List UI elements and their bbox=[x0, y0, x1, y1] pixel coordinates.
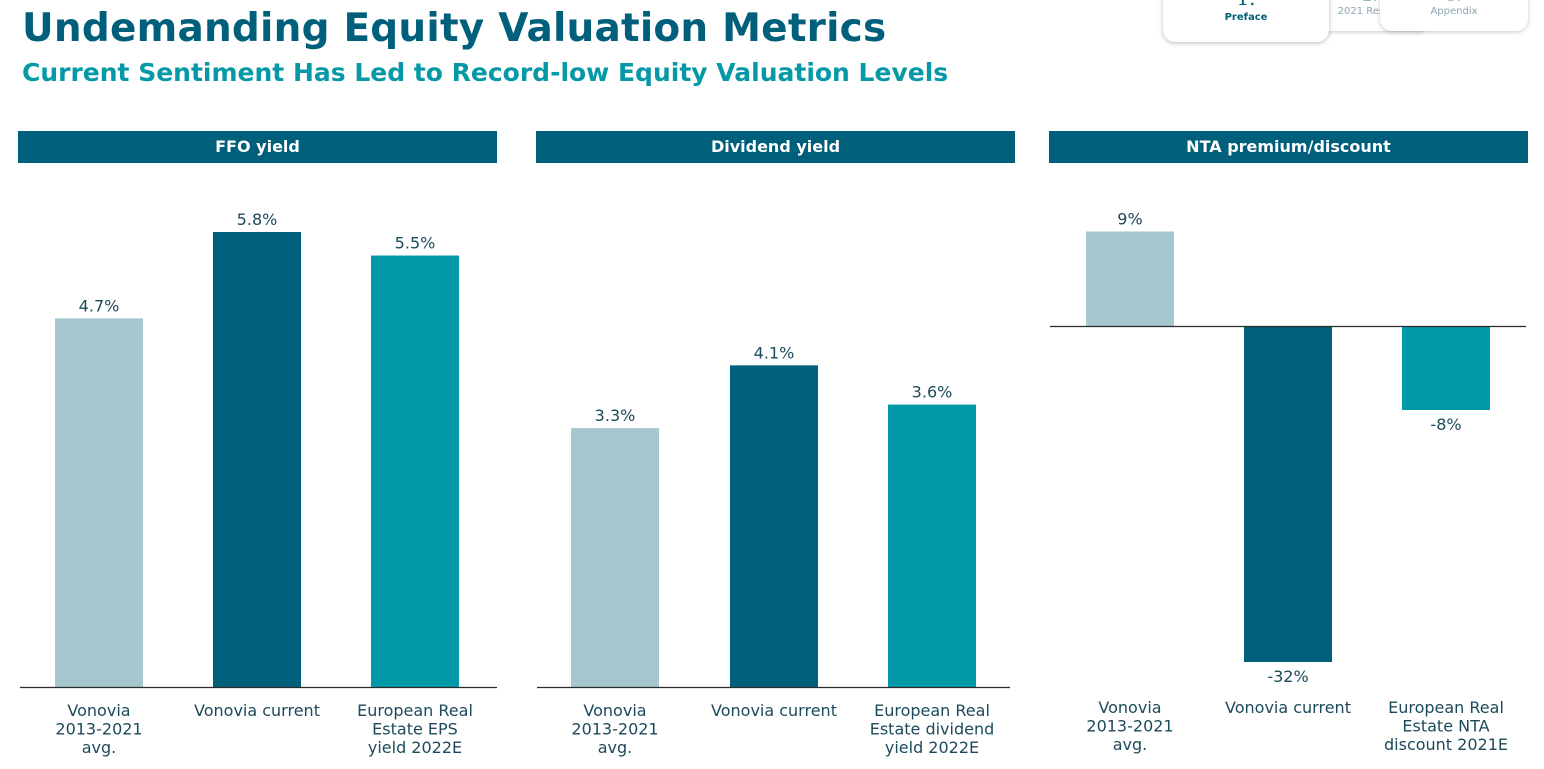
ffo-yield-value-label: 5.5% bbox=[395, 234, 436, 253]
nav-tab-label: Preface bbox=[1224, 12, 1268, 23]
page-title: Undemanding Equity Valuation Metrics bbox=[22, 6, 887, 51]
nta-premium-bar bbox=[1402, 326, 1490, 410]
dividend-yield-bar bbox=[888, 404, 976, 687]
dividend-yield-value-label: 4.1% bbox=[754, 343, 795, 362]
nta-premium-value-label: -8% bbox=[1430, 415, 1461, 434]
nta-premium-category-label: Vonovia current bbox=[1225, 698, 1351, 717]
dividend-yield-category-label: European Real Estate dividend yield 2022E bbox=[870, 701, 995, 757]
nta-premium-category-label: Vonovia 2013-2021 avg. bbox=[1086, 698, 1173, 754]
dividend-yield-bar bbox=[571, 428, 659, 687]
nav-tab-number: 3. bbox=[1380, 0, 1528, 5]
nta-premium-bar bbox=[1244, 326, 1332, 662]
ffo-yield-category-label: Vonovia current bbox=[194, 701, 320, 720]
ffo-yield-header: FFO yield bbox=[18, 131, 497, 163]
dividend-yield-category-label: Vonovia 2013-2021 avg. bbox=[571, 701, 658, 757]
dividend-yield-header: Dividend yield bbox=[536, 131, 1015, 163]
dividend-yield-chart: 3.3% Vonovia 2013-2021 avg. 4.1% Vonovia curr… bbox=[537, 343, 1010, 757]
nav-tab-label: 2021 Results bbox=[1337, 6, 1403, 17]
nav-tab-number: 2. bbox=[1310, 0, 1430, 5]
ffo-yield-chart: 4.7% Vonovia 2013-2021 avg. 5.8% Vonovia curr… bbox=[20, 210, 497, 757]
nta-premium-header: NTA premium/discount bbox=[1049, 131, 1528, 163]
nta-premium-chart: 9% Vonovia 2013-2021 avg. -32% Vonovia curren… bbox=[1050, 210, 1526, 754]
ffo-yield-category-label: Vonovia 2013-2021 avg. bbox=[55, 701, 142, 757]
nta-premium-category-label: European Real Estate NTA discount 2021E bbox=[1384, 698, 1508, 754]
ffo-yield-value-label: 4.7% bbox=[79, 296, 120, 315]
nav-tab-number: 1. bbox=[1163, 0, 1329, 10]
nta-premium-value-label: -32% bbox=[1267, 667, 1308, 686]
ffo-yield-bar bbox=[371, 255, 459, 687]
dividend-yield-bar bbox=[730, 365, 818, 687]
nav-tab-appendix[interactable]: 3. Appendix bbox=[1380, 0, 1528, 31]
nav-tab-label: Appendix bbox=[1430, 6, 1478, 17]
ffo-yield-bar bbox=[213, 232, 301, 687]
nav-tab-preface[interactable]: 1. Preface bbox=[1163, 0, 1329, 42]
page-subtitle: Current Sentiment Has Led to Record-low … bbox=[22, 58, 949, 87]
ffo-yield-bar bbox=[55, 318, 143, 687]
ffo-yield-value-label: 5.8% bbox=[237, 210, 278, 229]
ffo-yield-category-label: European Real Estate EPS yield 2022E bbox=[357, 701, 473, 757]
nta-premium-value-label: 9% bbox=[1117, 210, 1142, 229]
dividend-yield-value-label: 3.3% bbox=[595, 406, 636, 425]
dividend-yield-category-label: Vonovia current bbox=[711, 701, 837, 720]
nta-premium-bar bbox=[1086, 231, 1174, 326]
dividend-yield-value-label: 3.6% bbox=[912, 383, 953, 402]
